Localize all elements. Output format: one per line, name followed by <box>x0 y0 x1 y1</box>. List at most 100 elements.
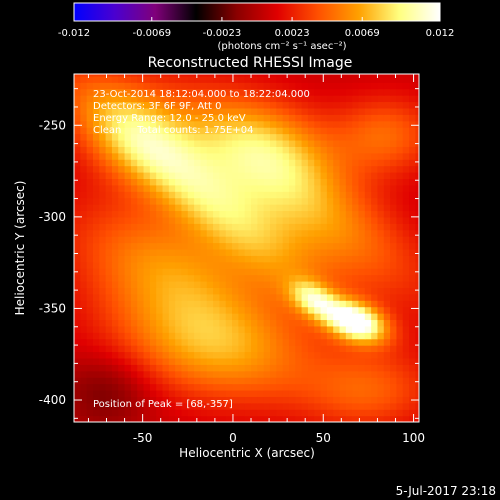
heatmap-cell <box>162 191 170 199</box>
heatmap-cell <box>269 402 277 410</box>
heatmap-cell <box>111 313 119 321</box>
heatmap-cell <box>219 268 227 276</box>
heatmap-cell <box>301 242 309 250</box>
heatmap-cell <box>130 396 138 404</box>
heatmap-cell <box>213 338 221 346</box>
heatmap-cell <box>301 197 309 205</box>
heatmap-cell <box>307 223 315 231</box>
heatmap-cell <box>358 223 366 231</box>
heatmap-cell <box>80 210 88 218</box>
heatmap-cell <box>168 197 176 205</box>
heatmap-cell <box>238 82 246 90</box>
heatmap-cell <box>377 357 385 365</box>
heatmap-cell <box>269 120 277 128</box>
heatmap-cell <box>345 223 353 231</box>
heatmap-cell <box>175 236 183 244</box>
heatmap-cell <box>282 268 290 276</box>
heatmap-cell <box>149 197 157 205</box>
heatmap-cell <box>92 319 100 327</box>
heatmap-cell <box>371 146 379 154</box>
heatmap-cell <box>276 300 284 308</box>
heatmap-cell <box>371 229 379 237</box>
heatmap-cell <box>333 248 341 256</box>
heatmap-cell <box>251 216 258 224</box>
heatmap-cell <box>162 370 170 378</box>
heatmap-cell <box>307 95 315 103</box>
heatmap-cell <box>383 357 391 365</box>
heatmap-cell <box>244 261 252 269</box>
heatmap-cell <box>339 101 347 109</box>
heatmap-cell <box>181 82 189 90</box>
heatmap-cell <box>238 306 246 314</box>
heatmap-cell <box>269 274 277 282</box>
heatmap-cell <box>149 191 157 199</box>
heatmap-cell <box>307 146 315 154</box>
heatmap-cell <box>339 133 347 141</box>
heatmap-cell <box>358 319 366 327</box>
heatmap-cell <box>181 120 189 128</box>
heatmap-cell <box>111 114 119 122</box>
heatmap-cell <box>86 293 94 301</box>
heatmap-cell <box>371 280 379 288</box>
heatmap-cell <box>288 120 296 128</box>
heatmap-cell <box>105 248 113 256</box>
heatmap-cell <box>99 364 107 372</box>
heatmap-cell <box>80 120 88 128</box>
heatmap-cell <box>181 139 189 147</box>
heatmap-cell <box>200 133 208 141</box>
heatmap-cell <box>80 95 88 103</box>
heatmap-cell <box>352 229 360 237</box>
heatmap-cell <box>105 107 113 115</box>
heatmap-cell <box>162 345 170 353</box>
heatmap-cell <box>402 236 410 244</box>
heatmap-cell <box>86 197 94 205</box>
heatmap-cell <box>301 300 309 308</box>
heatmap-cell <box>251 255 258 263</box>
heatmap-cell <box>295 242 303 250</box>
heatmap-cell <box>415 210 419 218</box>
heatmap-cell <box>263 107 271 115</box>
heatmap-cell <box>396 223 404 231</box>
heatmap-cell <box>124 178 132 186</box>
heatmap-cell <box>143 88 151 96</box>
heatmap-cell <box>257 82 265 90</box>
heatmap-cell <box>333 229 341 237</box>
heatmap-cell <box>377 383 385 391</box>
heatmap-cell <box>156 197 164 205</box>
heatmap-cell <box>307 370 315 378</box>
heatmap-cell <box>352 345 360 353</box>
heatmap-cell <box>345 82 353 90</box>
heatmap-cell <box>238 364 246 372</box>
heatmap-cell <box>314 95 322 103</box>
heatmap-cell <box>396 229 404 237</box>
heatmap-cell <box>118 345 126 353</box>
heatmap-cell <box>99 127 107 135</box>
heatmap-cell <box>80 389 88 397</box>
heatmap-cell <box>276 146 284 154</box>
heatmap-cell <box>92 383 100 391</box>
heatmap-cell <box>345 370 353 378</box>
heatmap-cell <box>244 402 252 410</box>
heatmap-cell <box>358 409 366 417</box>
heatmap-cell <box>118 268 126 276</box>
heatmap-cell <box>364 101 372 109</box>
heatmap-cell <box>383 268 391 276</box>
heatmap-cell <box>415 377 419 385</box>
heatmap-cell <box>352 216 360 224</box>
heatmap-cell <box>175 133 183 141</box>
heatmap-cell <box>232 139 239 147</box>
heatmap-cell <box>105 409 113 417</box>
heatmap-cell <box>326 409 334 417</box>
heatmap-cell <box>225 127 233 135</box>
heatmap-cell <box>149 319 157 327</box>
heatmap-cell <box>301 165 309 173</box>
heatmap-cell <box>213 357 221 365</box>
heatmap-cell <box>99 274 107 282</box>
heatmap-cell <box>263 184 271 192</box>
heatmap-cell <box>168 293 176 301</box>
heatmap-cell <box>282 255 290 263</box>
heatmap-cell <box>162 88 170 96</box>
heatmap-cell <box>86 268 94 276</box>
heatmap-cell <box>149 248 157 256</box>
heatmap-cell <box>86 383 94 391</box>
